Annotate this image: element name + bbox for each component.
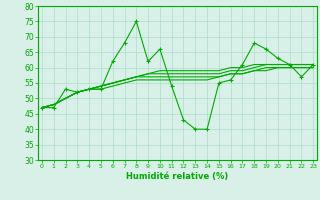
X-axis label: Humidité relative (%): Humidité relative (%) xyxy=(126,172,229,181)
